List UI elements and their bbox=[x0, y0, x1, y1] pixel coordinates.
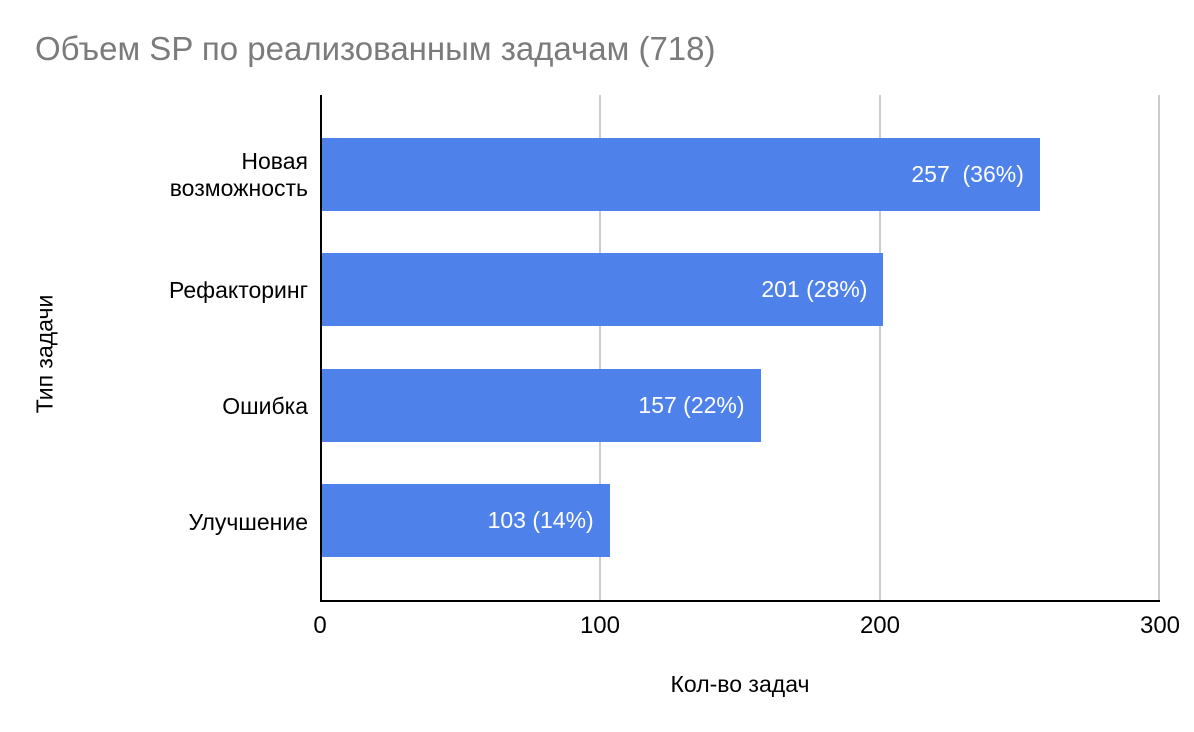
gridline-100 bbox=[599, 95, 602, 600]
plot-area: 257 (36%) 201 (28%) 157 (22%) 103 (14%) bbox=[320, 95, 1160, 602]
x-axis-ticks: 0 100 200 300 bbox=[313, 612, 1180, 642]
x-tick-label-300: 300 bbox=[1139, 612, 1181, 639]
bar-4: 103 (14%) bbox=[322, 484, 610, 558]
category-label-3: Ошибка bbox=[222, 393, 308, 420]
category-label-2: Рефакторинг bbox=[169, 277, 308, 304]
bar-value-label-4: 103 (14%) bbox=[487, 507, 594, 534]
chart-title: Объем SP по реализованным задачам (718) bbox=[35, 30, 716, 67]
x-tick-label-0: 0 bbox=[313, 612, 327, 639]
category-label-1: Новая возможность bbox=[169, 148, 308, 201]
bar-2: 201 (28%) bbox=[322, 253, 884, 327]
gridline-200 bbox=[878, 95, 881, 600]
bar-3: 157 (22%) bbox=[322, 368, 761, 442]
x-tick-label-200: 200 bbox=[859, 612, 901, 639]
x-tick-label-100: 100 bbox=[579, 612, 621, 639]
x-axis-title: Кол-во задач bbox=[670, 671, 810, 697]
gridline-300 bbox=[1158, 95, 1160, 600]
bar-value-label-2: 201 (28%) bbox=[761, 276, 868, 303]
bar-value-label-1: 257 (36%) bbox=[911, 160, 1024, 187]
y-axis-title: Тип задачи bbox=[31, 294, 58, 414]
bar-series: 257 (36%) 201 (28%) 157 (22%) 103 (14%) bbox=[322, 95, 1160, 600]
bar-value-label-3: 157 (22%) bbox=[638, 391, 745, 418]
bar-1: 257 (36%) bbox=[322, 137, 1040, 211]
category-label-4: Улучшение bbox=[188, 509, 308, 536]
category-axis: Новая возможность Рефакторинг Ошибка Улучше… bbox=[140, 95, 308, 602]
